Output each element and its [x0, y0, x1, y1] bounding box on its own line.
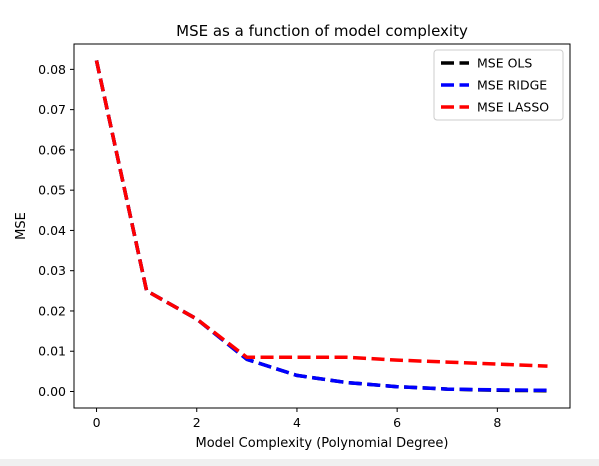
legend-box [433, 49, 564, 121]
plot-layer [94, 60, 548, 393]
x-tick-label: 0 [93, 415, 101, 430]
x-tick-label: 2 [193, 415, 201, 430]
y-tick-label: 0.04 [38, 223, 66, 238]
bottom-strip [0, 459, 599, 466]
y-tick-label: 0.03 [38, 263, 66, 278]
y-axis-label: MSE [14, 212, 29, 240]
y-axis: 0.00 0.01 0.02 0.03 0.04 0.05 0.06 0.07 0.08 [38, 62, 74, 399]
plot-frame [73, 43, 571, 409]
y-tick-label: 0.00 [38, 384, 66, 399]
y-tick-label: 0.05 [38, 183, 66, 198]
x-tick-label: 4 [293, 415, 301, 430]
y-tick-label: 0.01 [38, 344, 66, 359]
y-tick-label: 0.07 [38, 102, 66, 117]
y-tick-label: 0.06 [38, 142, 66, 157]
x-tick-label: 6 [393, 415, 401, 430]
x-tick-label: 8 [493, 415, 501, 430]
chart-title: MSE as a function of model complexity [176, 22, 468, 40]
y-tick-label: 0.02 [38, 303, 66, 318]
legend-label: MSE LASSO [477, 100, 549, 115]
legend-label: MSE RIDGE [477, 78, 547, 93]
x-axis-label: Model Complexity (Polynomial Degree) [196, 436, 449, 451]
y-tick-label: 0.08 [38, 62, 66, 77]
legend-label: MSE OLS [477, 56, 532, 71]
series-line-mse-lasso [94, 60, 548, 368]
x-axis: 0 2 4 6 8 [93, 408, 501, 430]
legend: MSE OLS MSE RIDGE MSE LASSO [433, 49, 564, 121]
